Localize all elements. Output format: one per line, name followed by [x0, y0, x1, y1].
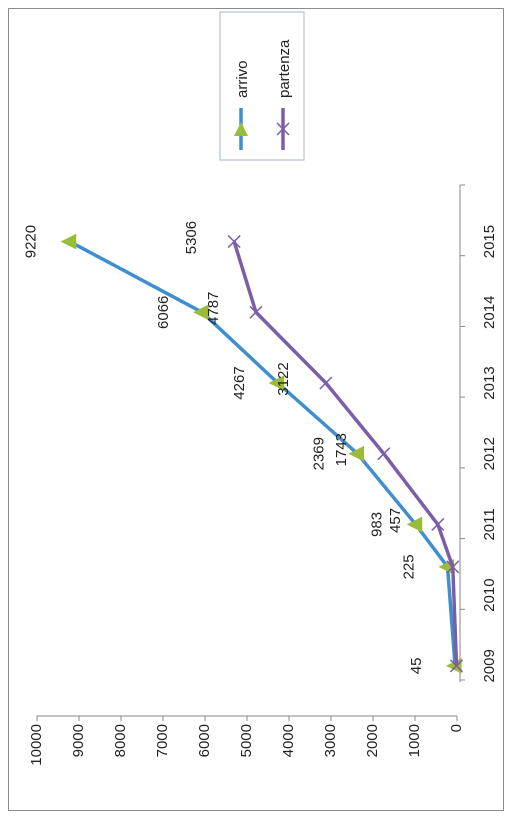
point-partenza [446, 560, 460, 574]
value-tick-label: 6000 [196, 724, 213, 757]
legend-box [219, 11, 305, 161]
legend-marker-partenza [276, 122, 290, 136]
category-tick-label: 2012 [481, 437, 498, 470]
data-label-arrivo: 4267 [231, 366, 248, 399]
point-arrivo [268, 375, 285, 391]
category-tick-label: 2013 [481, 366, 498, 399]
value-tick-label: 7000 [154, 724, 171, 757]
category-tick-label: 2014 [481, 296, 498, 329]
data-label-arrivo: 45 [408, 658, 425, 675]
data-label-arrivo: 2369 [310, 437, 327, 470]
data-label-arrivo: 225 [401, 554, 418, 579]
value-tick-label: 10000 [28, 724, 45, 766]
value-tick-label: 9000 [70, 724, 87, 757]
series-layer [60, 233, 464, 674]
axes: 0 1000 2000 3000 4000 5000 6000 7000 8000 9000 100… [28, 184, 498, 766]
data-label-partenza: 4787 [205, 292, 222, 325]
point-partenza [377, 447, 391, 461]
data-label-partenza: 5306 [183, 221, 200, 254]
data-label-partenza: 3122 [275, 362, 292, 395]
data-label-arrivo: 6066 [155, 296, 172, 329]
category-tick-label: 2011 [481, 508, 498, 540]
category-tick-label: 2009 [481, 649, 498, 682]
value-tick-label: 0 [448, 724, 465, 732]
value-tick-label: 3000 [322, 724, 339, 757]
value-tick-label: 2000 [364, 724, 381, 757]
point-arrivo [60, 233, 77, 250]
legend-label-arrivo: arrivo [234, 60, 251, 98]
point-partenza [249, 305, 263, 319]
point-arrivo [193, 304, 209, 321]
point-partenza [449, 659, 464, 673]
data-label-arrivo: 983 [369, 512, 386, 537]
data-label-arrivo: 9220 [23, 225, 40, 258]
value-tick-label: 1000 [406, 724, 423, 757]
data-label-partenza: 1743 [333, 433, 350, 466]
point-arrivo [406, 516, 423, 533]
point-partenza [319, 376, 333, 390]
point-partenza [227, 235, 241, 249]
category-tick-label: 2015 [481, 225, 498, 258]
legend-label-partenza: partenza [276, 39, 293, 98]
value-tick-label: 4000 [280, 724, 297, 757]
point-arrivo [348, 445, 365, 462]
value-tick-label: 8000 [112, 724, 129, 757]
data-labels: 45 225 983 2369 4267 6066 9220 457 1743 3122 4787 5… [23, 221, 425, 674]
series-line-arrivo [68, 240, 457, 666]
legend-marker-arrivo [234, 122, 248, 136]
legend: arrivo partenza [219, 11, 305, 161]
value-tick-label: 5000 [238, 724, 255, 757]
category-tick-label: 2010 [481, 578, 498, 611]
point-partenza [431, 517, 445, 531]
data-label-partenza: 457 [387, 508, 404, 533]
